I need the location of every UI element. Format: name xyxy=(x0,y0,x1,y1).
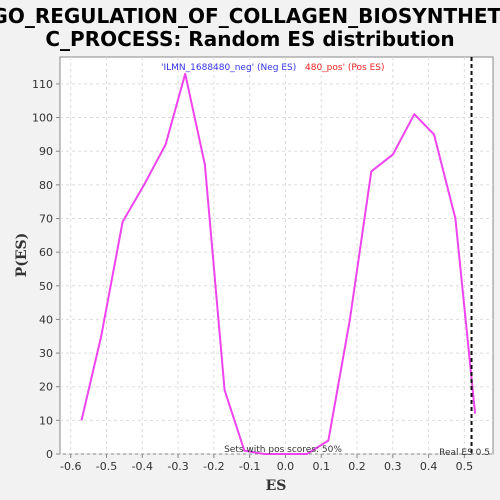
es-distribution-line xyxy=(80,72,477,455)
plot-area xyxy=(59,56,494,455)
x-tick-label: 0.1 xyxy=(312,460,330,473)
legend-pos: 480_pos' (Pos ES) xyxy=(305,63,385,73)
y-tick-label: 90 xyxy=(39,145,53,158)
y-tick-label: 110 xyxy=(32,78,53,91)
x-tick-label: -0.5 xyxy=(96,460,117,473)
real-es-label: Real ES 0.5 xyxy=(439,448,490,458)
y-axis-label: P(ES) xyxy=(14,233,30,278)
chart-title-line2: C_PROCESS: Random ES distribution xyxy=(45,27,454,51)
x-tick-label: -0.4 xyxy=(132,460,153,473)
x-tick-label: -0.1 xyxy=(239,460,260,473)
x-axis-label: ES xyxy=(266,478,287,494)
y-tick-label: 50 xyxy=(39,280,53,293)
y-tick-label: 10 xyxy=(39,414,53,427)
x-tick-label: 0.4 xyxy=(420,460,438,473)
chart-title-line1: GO_REGULATION_OF_COLLAGEN_BIOSYNTHETI xyxy=(0,4,500,28)
x-tick-label: 0.3 xyxy=(384,460,402,473)
series-layer xyxy=(80,72,477,455)
x-tick-label: 0.0 xyxy=(277,460,295,473)
y-tick-label: 80 xyxy=(39,179,53,192)
y-tick-label: 20 xyxy=(39,381,53,394)
x-tick-label: -0.3 xyxy=(167,460,188,473)
y-tick-label: 0 xyxy=(46,448,53,461)
x-tick-label: 0.5 xyxy=(456,460,474,473)
y-tick-label: 70 xyxy=(39,212,53,225)
x-tick-label: -0.6 xyxy=(60,460,81,473)
axis-ticks: -0.6 -0.5 -0.4 -0.3 -0.2 -0.1 0.0 0.1 0.2 0.3 0.4 0… xyxy=(32,78,473,473)
x-tick-label: -0.2 xyxy=(203,460,224,473)
y-tick-label: 100 xyxy=(32,112,53,125)
x-tick-label: 0.2 xyxy=(348,460,366,473)
y-tick-label: 40 xyxy=(39,313,53,326)
y-tick-label: 30 xyxy=(39,347,53,360)
pos-scores-annotation: Sets with pos scores: 50% xyxy=(224,445,342,455)
legend-neg: 'ILMN_1688480_neg' (Neg ES) xyxy=(161,63,296,73)
y-tick-label: 60 xyxy=(39,246,53,259)
